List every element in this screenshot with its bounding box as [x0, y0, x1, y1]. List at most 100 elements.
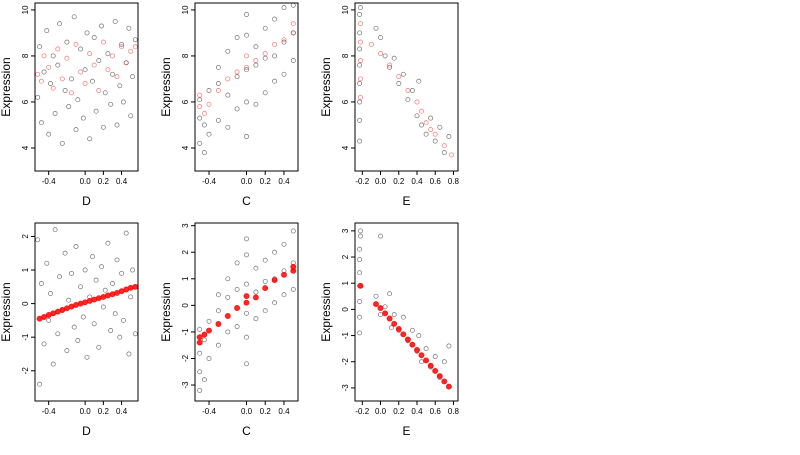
data-point [373, 301, 379, 308]
data-point [357, 314, 363, 320]
data-point [50, 85, 56, 91]
data-point [197, 387, 203, 393]
data-point [409, 327, 415, 333]
data-point [117, 334, 123, 340]
data-point [387, 291, 393, 297]
data-point [290, 263, 297, 270]
y-axis-label: Expression [159, 282, 173, 341]
data-point [253, 101, 259, 107]
data-point [358, 21, 363, 27]
y-tick-label: -3 [181, 381, 190, 389]
data-point [82, 81, 88, 86]
data-point [414, 347, 420, 353]
data-point [225, 92, 231, 98]
data-point [201, 377, 207, 383]
x-tick-label: -0.4 [202, 177, 216, 186]
data-point [281, 71, 287, 77]
data-point [244, 361, 249, 367]
data-point [110, 53, 115, 59]
data-point [52, 227, 58, 233]
data-point [244, 53, 249, 59]
data-point [71, 324, 77, 330]
data-point [69, 76, 74, 82]
data-point [404, 336, 411, 343]
data-point [357, 117, 363, 123]
x-tick-label: 0.2 [393, 177, 405, 186]
data-point [35, 94, 41, 100]
data-point [405, 88, 411, 93]
data-point [73, 41, 79, 47]
y-tick-label: 8 [341, 53, 350, 58]
data-point [128, 48, 134, 54]
data-point [244, 236, 249, 242]
data-point [128, 294, 134, 300]
data-point [244, 252, 249, 258]
data-point [272, 41, 278, 47]
data-point [48, 291, 53, 296]
data-point [414, 99, 420, 105]
data-point [234, 106, 240, 112]
x-tick-label: 0.8 [448, 407, 460, 416]
data-point [114, 122, 120, 128]
data-point [244, 32, 249, 38]
y-tick-label: 10 [21, 5, 30, 14]
x-tick-label: -0.4 [42, 407, 56, 416]
data-point [262, 278, 268, 284]
data-point [96, 88, 102, 93]
data-point [253, 44, 259, 50]
data-point [46, 317, 52, 323]
data-point [234, 305, 241, 311]
data-point [418, 352, 425, 359]
y-tick-label: -3 [341, 384, 350, 392]
data-point [262, 257, 268, 263]
data-point [396, 81, 402, 86]
data-point [206, 327, 212, 334]
data-point [395, 326, 402, 332]
data-point [66, 297, 72, 303]
data-point [102, 287, 108, 293]
x-axis-label: C [242, 194, 251, 208]
data-point [378, 233, 383, 239]
data-point [234, 260, 240, 266]
data-point [120, 99, 126, 105]
data-point [197, 97, 203, 103]
data-point [373, 25, 379, 31]
data-point [357, 99, 363, 105]
data-point [50, 53, 56, 59]
data-point [48, 81, 53, 86]
data-point [78, 284, 84, 290]
data-point [197, 115, 203, 121]
data-point [73, 244, 79, 249]
y-tick-label: -2 [341, 358, 350, 366]
data-point [391, 312, 397, 318]
data-point [132, 44, 138, 50]
data-point [244, 134, 249, 139]
data-point [71, 14, 77, 20]
data-point [253, 265, 259, 271]
data-point [69, 90, 74, 96]
y-tick-label: 1 [181, 276, 190, 281]
data-point [244, 281, 249, 287]
x-tick-label: 0.0 [241, 407, 253, 416]
series-fitted [197, 21, 296, 116]
data-point [290, 228, 296, 234]
data-point [44, 260, 50, 266]
x-tick-label: 0.4 [278, 177, 290, 186]
data-point [423, 357, 430, 364]
data-point [206, 101, 212, 107]
data-point [262, 51, 268, 57]
data-point [35, 237, 41, 243]
data-point [262, 55, 268, 61]
data-point [201, 337, 207, 343]
data-point [64, 39, 70, 45]
x-tick-label: -0.2 [355, 177, 369, 186]
data-point [414, 113, 420, 119]
data-point [78, 69, 84, 75]
y-tick-label: -2 [21, 367, 30, 375]
data-point [382, 53, 388, 59]
data-point [41, 69, 47, 75]
y-tick-label: 3 [341, 228, 350, 233]
data-point [59, 140, 65, 146]
